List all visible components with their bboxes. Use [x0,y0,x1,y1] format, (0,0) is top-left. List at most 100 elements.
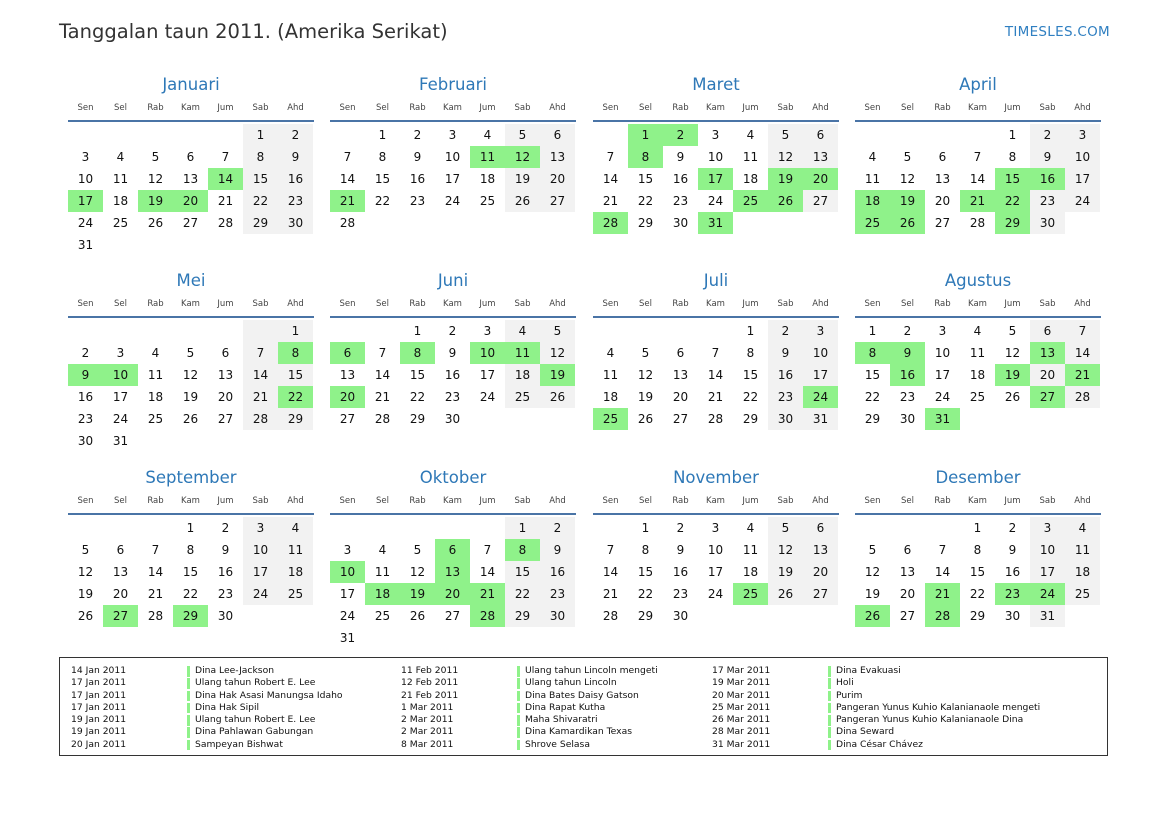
day-cell[interactable]: 31 [112,434,129,448]
day-cell[interactable]: 31 [339,631,356,645]
day-cell[interactable]: 25 [479,194,496,208]
day-cell[interactable]: 7 [483,543,492,557]
day-cell[interactable]: 26 [540,386,575,408]
day-cell[interactable]: 11 [864,172,881,186]
day-cell[interactable]: 3 [803,320,838,342]
day-cell[interactable]: 20 [934,194,951,208]
holiday-day-cell[interactable]: 31 [698,212,733,234]
day-cell[interactable]: 16 [540,561,575,583]
day-cell[interactable]: 14 [602,172,619,186]
day-cell[interactable]: 17 [112,390,129,404]
day-cell[interactable]: 6 [676,346,685,360]
day-cell[interactable]: 11 [969,346,986,360]
day-cell[interactable]: 21 [602,587,619,601]
day-cell[interactable]: 5 [768,124,803,146]
holiday-day-cell[interactable]: 9 [68,364,103,386]
day-cell[interactable]: 15 [637,565,654,579]
day-cell[interactable]: 3 [1065,124,1100,146]
day-cell[interactable]: 15 [864,368,881,382]
holiday-day-cell[interactable]: 18 [365,583,400,605]
day-cell[interactable]: 5 [641,346,650,360]
day-cell[interactable]: 5 [413,543,422,557]
day-cell[interactable]: 10 [707,543,724,557]
day-cell[interactable]: 20 [112,587,129,601]
day-cell[interactable]: 9 [768,342,803,364]
holiday-day-cell[interactable]: 1 [628,124,663,146]
day-cell[interactable]: 11 [112,172,129,186]
day-cell[interactable]: 23 [672,194,689,208]
day-cell[interactable]: 23 [444,390,461,404]
holiday-day-cell[interactable]: 28 [470,605,505,627]
day-cell[interactable]: 22 [637,587,654,601]
day-cell[interactable]: 27 [899,609,916,623]
day-cell[interactable]: 5 [540,320,575,342]
day-cell[interactable]: 30 [77,434,94,448]
holiday-day-cell[interactable]: 29 [173,605,208,627]
day-cell[interactable]: 23 [278,190,313,212]
day-cell[interactable]: 13 [339,368,356,382]
day-cell[interactable]: 7 [343,150,352,164]
day-cell[interactable]: 30 [672,609,689,623]
day-cell[interactable]: 5 [81,543,90,557]
holiday-day-cell[interactable]: 17 [68,190,103,212]
holiday-day-cell[interactable]: 19 [138,190,173,212]
holiday-day-cell[interactable]: 10 [103,364,138,386]
day-cell[interactable]: 4 [606,346,615,360]
day-cell[interactable]: 15 [409,368,426,382]
day-cell[interactable]: 22 [182,587,199,601]
day-cell[interactable]: 7 [606,150,615,164]
day-cell[interactable]: 22 [742,390,759,404]
day-cell[interactable]: 30 [1004,609,1021,623]
holiday-day-cell[interactable]: 20 [330,386,365,408]
day-cell[interactable]: 5 [151,150,160,164]
holiday-day-cell[interactable]: 22 [995,190,1030,212]
holiday-day-cell[interactable]: 8 [855,342,890,364]
day-cell[interactable]: 7 [221,150,230,164]
day-cell[interactable]: 24 [444,194,461,208]
day-cell[interactable]: 5 [903,150,912,164]
day-cell[interactable]: 28 [374,412,391,426]
holiday-day-cell[interactable]: 2 [663,124,698,146]
day-cell[interactable]: 24 [1065,190,1100,212]
day-cell[interactable]: 14 [707,368,724,382]
day-cell[interactable]: 27 [803,583,838,605]
holiday-day-cell[interactable]: 15 [995,168,1030,190]
day-cell[interactable]: 21 [217,194,234,208]
day-cell[interactable]: 4 [151,346,160,360]
day-cell[interactable]: 25 [112,216,129,230]
day-cell[interactable]: 17 [1030,561,1065,583]
day-cell[interactable]: 16 [672,172,689,186]
day-cell[interactable]: 15 [278,364,313,386]
day-cell[interactable]: 18 [505,364,540,386]
day-cell[interactable]: 3 [343,543,352,557]
day-cell[interactable]: 1 [746,324,755,338]
day-cell[interactable]: 10 [444,150,461,164]
day-cell[interactable]: 13 [803,539,838,561]
day-cell[interactable]: 22 [637,194,654,208]
day-cell[interactable]: 16 [409,172,426,186]
day-cell[interactable]: 14 [243,364,278,386]
day-cell[interactable]: 4 [505,320,540,342]
day-cell[interactable]: 17 [934,368,951,382]
holiday-day-cell[interactable]: 8 [628,146,663,168]
day-cell[interactable]: 28 [602,609,619,623]
day-cell[interactable]: 27 [540,190,575,212]
day-cell[interactable]: 25 [1065,583,1100,605]
holiday-day-cell[interactable]: 22 [278,386,313,408]
day-cell[interactable]: 7 [151,543,160,557]
holiday-day-cell[interactable]: 20 [173,190,208,212]
holiday-day-cell[interactable]: 16 [890,364,925,386]
day-cell[interactable]: 22 [409,390,426,404]
day-cell[interactable]: 31 [1030,605,1065,627]
day-cell[interactable]: 25 [969,390,986,404]
day-cell[interactable]: 3 [711,128,720,142]
day-cell[interactable]: 29 [278,408,313,430]
day-cell[interactable]: 23 [540,583,575,605]
day-cell[interactable]: 29 [409,412,426,426]
day-cell[interactable]: 8 [243,146,278,168]
day-cell[interactable]: 26 [182,412,199,426]
day-cell[interactable]: 7 [606,543,615,557]
day-cell[interactable]: 28 [707,412,724,426]
day-cell[interactable]: 15 [637,172,654,186]
day-cell[interactable]: 16 [444,368,461,382]
